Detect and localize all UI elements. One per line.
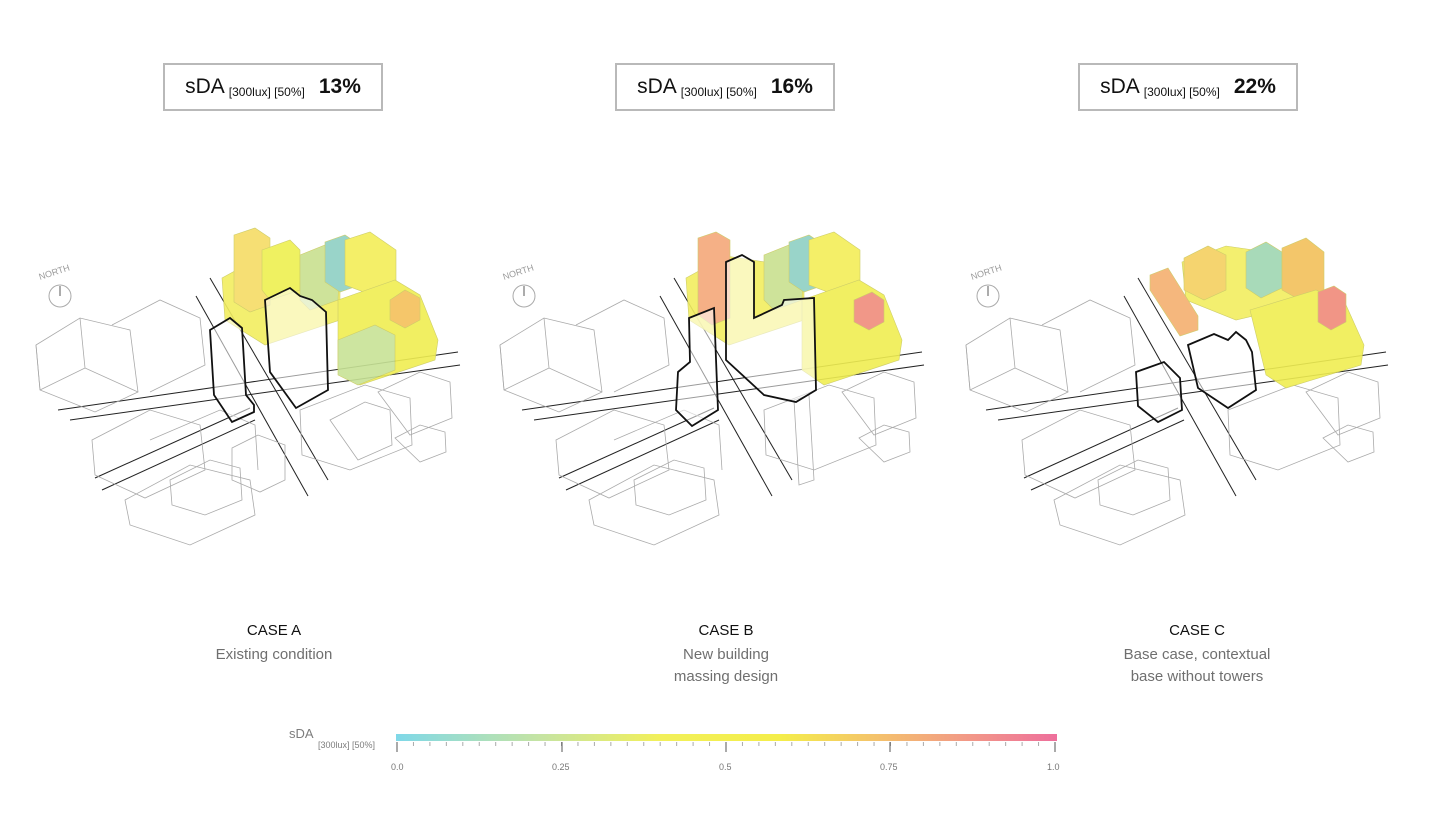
north-label: NORTH	[502, 263, 535, 282]
metric-value: 22%	[1233, 75, 1276, 98]
north-label: NORTH	[38, 263, 71, 282]
metric-sub: [300lux] [50%]	[228, 85, 305, 99]
north-arrow-icon: NORTH	[38, 263, 72, 308]
metric-value: 13%	[318, 75, 361, 98]
tick-label: 0.0	[391, 762, 404, 772]
north-arrow-icon: NORTH	[970, 263, 1003, 308]
case-title-c: CASE C	[1169, 622, 1225, 639]
sda-metric-box-b: sDA [300lux] [50%] 16%	[615, 63, 835, 111]
site-outline-west	[1135, 360, 1183, 424]
case-desc-c: Base case, contextual base without tower…	[1077, 644, 1317, 688]
legend-title: sDA	[289, 726, 314, 741]
legend-sub: [300lux] [50%]	[318, 740, 376, 750]
massing-diagram-a: NORTH	[35, 227, 461, 546]
legend-ticks: 0.0 0.25 0.5 0.75 1.0	[391, 742, 1060, 772]
case-title-a: CASE A	[246, 622, 302, 639]
site-outline-east	[1186, 330, 1257, 410]
case-desc-line: Base case, contextual	[1123, 646, 1271, 663]
sda-color-scale	[396, 734, 1057, 741]
site-outline-tower	[725, 253, 817, 403]
case-desc-b: New building massing design	[606, 644, 846, 688]
massing-diagram-b: NORTH	[499, 231, 925, 546]
case-b-panel: sDA [300lux] [50%] 16% NORTH	[464, 0, 944, 830]
case-desc-a: Existing condition	[154, 644, 394, 666]
metric-name: sDA	[1100, 75, 1140, 98]
tick-label: 0.75	[880, 762, 898, 772]
tick-label: 0.5	[719, 762, 732, 772]
site-outline-west	[675, 306, 719, 428]
case-a-panel: sDA [300lux] [50%] 13% NORTH	[0, 0, 480, 830]
site-outline-west	[209, 316, 255, 424]
tick-label: 0.25	[552, 762, 570, 772]
north-arrow-icon: NORTH	[502, 263, 536, 308]
sda-metric-box-a: sDA [300lux] [50%] 13%	[163, 63, 383, 111]
sda-metric-box-c: sDA [300lux] [50%] 22%	[1078, 63, 1298, 111]
metric-sub: [300lux] [50%]	[1143, 85, 1220, 99]
massing-diagram-c: NORTH	[965, 237, 1389, 546]
metric-name: sDA	[185, 75, 225, 98]
site-outline-east	[264, 286, 329, 410]
case-desc-line: base without towers	[1130, 668, 1264, 685]
tick-label: 1.0	[1047, 762, 1060, 772]
metric-value: 16%	[770, 75, 813, 98]
metric-name: sDA	[637, 75, 677, 98]
north-label: NORTH	[970, 263, 1003, 282]
metric-sub: [300lux] [50%]	[680, 85, 757, 99]
case-title-b: CASE B	[698, 622, 754, 639]
case-desc-line: Existing condition	[215, 646, 333, 663]
case-c-panel: sDA [300lux] [50%] 22% NORTH	[936, 0, 1416, 830]
case-desc-line: New building	[683, 646, 769, 663]
case-desc-line: massing design	[673, 668, 779, 685]
